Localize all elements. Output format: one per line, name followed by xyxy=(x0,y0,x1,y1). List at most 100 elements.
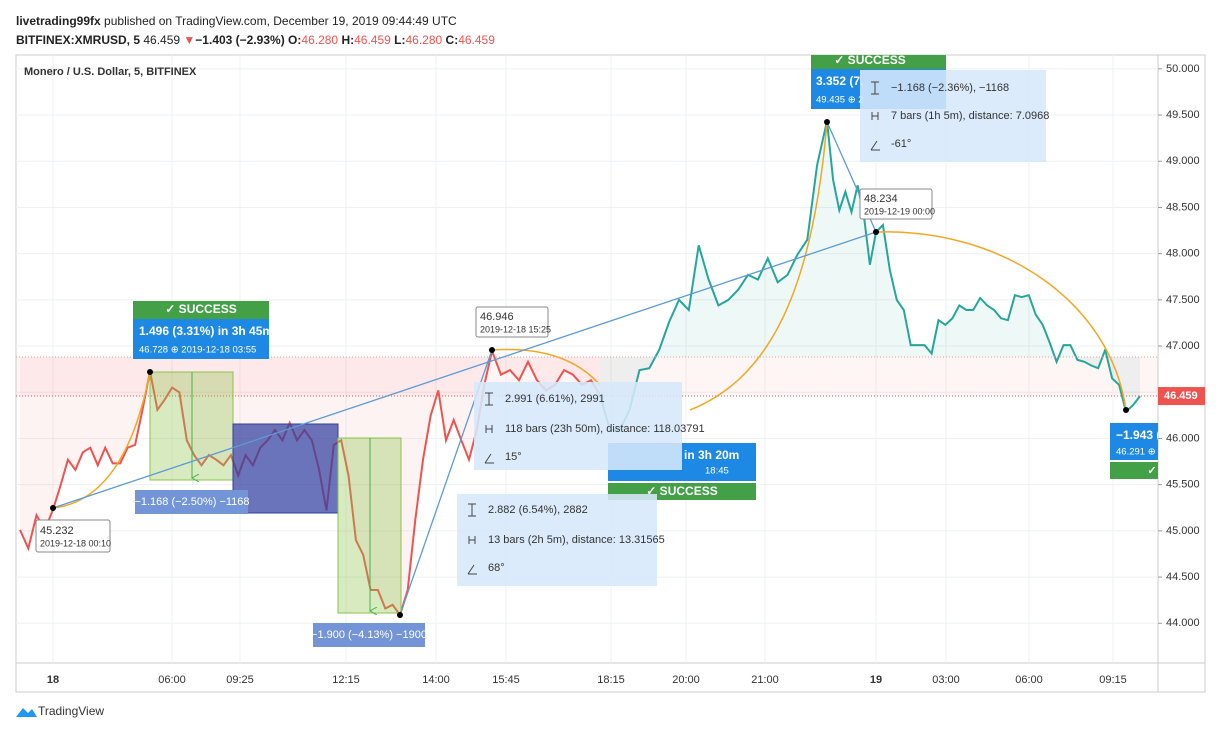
trend-line xyxy=(52,231,877,509)
forecast-text: 18:45 xyxy=(705,466,729,477)
success-text: ✓ xyxy=(1147,465,1156,477)
logo xyxy=(16,708,37,717)
forecast-text: 3.352 (7. xyxy=(816,74,863,88)
point-label-box xyxy=(859,188,933,220)
anchor xyxy=(873,229,879,235)
measure-bg xyxy=(860,70,1046,162)
point-price: 48.234 xyxy=(864,193,898,205)
y-tick-label: 48.000 xyxy=(1166,248,1200,260)
success-badge xyxy=(133,301,269,319)
y-tick-label: 49.500 xyxy=(1166,109,1200,121)
range-label: −1.900 (−4.13%) −1900 xyxy=(311,629,427,641)
anchor xyxy=(50,505,56,511)
point-label: 48.234 2019-12-19 00:00 xyxy=(859,188,935,220)
measure-icons xyxy=(484,392,494,464)
last-price-box xyxy=(1158,387,1205,406)
close: 46.459 xyxy=(458,33,495,47)
measure-text: -61° xyxy=(891,138,911,150)
x-tick-label: 12:15 xyxy=(332,674,360,686)
measure-box: 2.991 (6.61%), 2991 118 bars (23h 50m), … xyxy=(474,382,705,470)
y-tick-label: 47.500 xyxy=(1166,294,1200,306)
forecast-box xyxy=(133,319,269,359)
measure-text: 13 bars (2h 5m), distance: 13.31565 xyxy=(488,534,665,546)
measure-bg xyxy=(457,494,657,586)
forecast-curve xyxy=(491,348,601,386)
point-label-box xyxy=(475,306,549,338)
x-tick-label: 14:00 xyxy=(422,674,450,686)
point-label: 45.232 2019-12-18 00:10 xyxy=(35,519,111,553)
forecast-curve xyxy=(52,371,151,509)
axes: 44.00044.50045.00045.50046.00046.50047.0… xyxy=(47,63,1205,686)
area xyxy=(20,351,600,615)
annotations: −1.168 (−2.50%) −1168 −1.900 (−4.13%) −1… xyxy=(35,53,1164,647)
x-tick-label: 18:15 xyxy=(597,674,625,686)
x-tick-label: 03:00 xyxy=(932,674,960,686)
measure-text: 2.991 (6.61%), 2991 xyxy=(505,393,605,405)
forecast-text: 49.435 ⊕ 2 xyxy=(816,95,864,106)
x-tick-label: 09:25 xyxy=(226,674,254,686)
measure-text: −1.168 (−2.36%), −1168 xyxy=(891,82,1009,94)
c-label: C: xyxy=(445,33,459,47)
y-tick-label: 48.500 xyxy=(1166,201,1200,213)
symbol-line: BITFINEX:XMRUSD, 5 46.459 ▼−1.403 (−2.93… xyxy=(16,33,495,47)
footer-text: TradingView xyxy=(38,704,104,718)
h-label: H: xyxy=(341,33,355,47)
last: 46.459 xyxy=(143,33,181,47)
range-box xyxy=(232,423,339,514)
price-line xyxy=(599,120,1141,432)
measure-icons xyxy=(870,81,880,151)
measure-box: −1.168 (−2.36%), −1168 7 bars (1h 5m), d… xyxy=(860,70,1049,162)
measure-text: 118 bars (23h 50m), distance: 118.03791 xyxy=(505,423,705,435)
l-label: L: xyxy=(394,33,406,47)
point-label-box xyxy=(35,519,111,553)
anchor xyxy=(397,612,403,618)
area xyxy=(600,121,1140,431)
y-tick-label: 44.000 xyxy=(1166,617,1200,629)
footer: TradingView xyxy=(16,704,104,718)
point-time: 2019-12-18 15:25 xyxy=(480,324,551,334)
y-tick-label: 50.000 xyxy=(1166,63,1200,75)
x-tick-label: 06:00 xyxy=(158,674,186,686)
measure-text: 7 bars (1h 5m), distance: 7.0968 xyxy=(891,110,1049,122)
range-label: −1.168 (−2.50%) −1168 xyxy=(134,496,249,508)
forecast-box xyxy=(1110,423,1158,460)
x-tick-label: 18 xyxy=(47,674,59,686)
chart-title: Monero / U.S. Dollar, 5, BITFINEX xyxy=(24,66,197,78)
forecast-text: −1.943 ( xyxy=(1116,428,1160,442)
measure-box: 2.882 (6.54%), 2882 13 bars (2h 5m), dis… xyxy=(457,494,665,586)
y-tick-label: 47.000 xyxy=(1166,340,1200,352)
anchor xyxy=(489,347,495,353)
publish-line: livetrading99fx published on TradingView… xyxy=(16,14,457,28)
y-tick-label: 45.000 xyxy=(1166,525,1200,537)
point-label: 46.946 2019-12-18 15:25 xyxy=(475,306,551,338)
success-text: ✓ SUCCESS xyxy=(165,302,236,316)
forecast-text: 46.291 ⊕ 2 xyxy=(1116,447,1164,458)
x-tick-label: 06:00 xyxy=(1015,674,1043,686)
arrow: ▼ xyxy=(183,33,196,47)
o-label: O: xyxy=(288,33,302,47)
measure-icons xyxy=(467,503,477,575)
change: −1.403 (−2.93%) xyxy=(195,33,285,47)
y-tick-label: 49.000 xyxy=(1166,155,1200,167)
x-tick-label: 21:00 xyxy=(751,674,779,686)
measure-text: 68° xyxy=(488,562,505,574)
forecast-curve xyxy=(875,231,1127,411)
range-label-box xyxy=(135,490,248,514)
x-tick-label: 20:00 xyxy=(672,674,700,686)
forecast-curve xyxy=(689,121,828,411)
x-tick-label: 09:15 xyxy=(1099,674,1127,686)
y-tick-label: 46.000 xyxy=(1166,432,1200,444)
forecast-text: 46.728 ⊕ 2019-12-18 03:55 xyxy=(139,345,256,356)
point-price: 46.946 xyxy=(480,311,514,323)
range-label-box xyxy=(313,623,425,647)
success-text: ✓ SUCCESS xyxy=(646,484,717,498)
symbol: BITFINEX:XMRUSD, 5 xyxy=(16,33,141,47)
success-text: ✓ SUCCESS xyxy=(834,53,905,67)
measure-text: 15° xyxy=(505,451,522,463)
success-badge xyxy=(1110,462,1158,479)
forecast-text: 1.496 (3.31%) in 3h 45m xyxy=(139,324,273,338)
open: 46.280 xyxy=(301,33,339,47)
last-price-label: 46.459 xyxy=(1164,390,1198,402)
